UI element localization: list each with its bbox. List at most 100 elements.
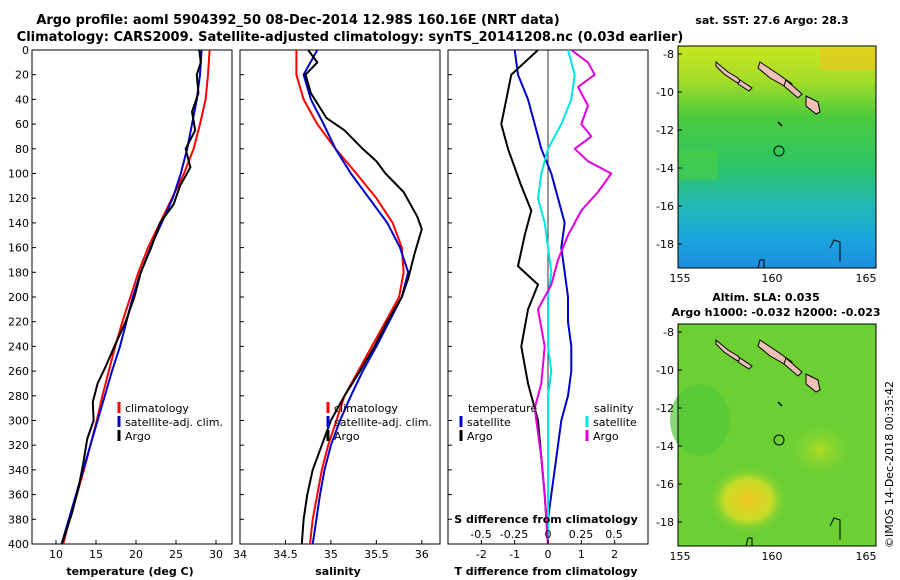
island-shape (805, 95, 821, 115)
sst-warm-patch (820, 48, 876, 70)
sst-map-frame (677, 45, 877, 269)
s-tick-label: 0.5 (605, 528, 623, 541)
salinity-panel: 34 34.5 35 35.5 36 climatology satellite-adj… (233, 49, 441, 578)
y-tick-label: 120 (8, 192, 29, 205)
sst-islands (715, 60, 841, 269)
salinity-axis-label: salinity (315, 565, 361, 578)
x-tick-label: 1 (578, 548, 585, 561)
legend-label-satellite: satellite-adj. clim. (334, 416, 432, 429)
sst-map: sat. SST: 27.6 Argo: 28.3 155 160 165 -8 -10… (656, 14, 877, 285)
island-shape (777, 121, 783, 127)
map-x-tick-label: 165 (856, 272, 877, 285)
map-y-tick-label: -14 (656, 440, 674, 453)
x-tick-label: 35 (324, 548, 338, 561)
map-y-tick-label: -16 (656, 478, 674, 491)
map-y-tick-label: -10 (656, 364, 674, 377)
map-y-tick-label: -8 (663, 48, 674, 61)
x-tick-label: 36 (415, 548, 429, 561)
sla-high-anomaly (708, 466, 788, 534)
y-tick-label: 180 (8, 266, 29, 279)
coast-line (745, 537, 753, 547)
legend-label-climatology: climatology (334, 402, 398, 415)
map-y-tick-label: -8 (663, 326, 674, 339)
s-difference-axis-label: S difference from climatology (454, 513, 638, 526)
sla-map-title: Altim. SLA: 0.035 (712, 291, 819, 304)
coast-line (829, 517, 841, 540)
map-y-tick-label: -12 (656, 124, 674, 137)
island-shape (777, 401, 783, 407)
series-line-satellite-adj-clim- (302, 49, 410, 545)
x-tick-label: 20 (129, 548, 143, 561)
legend-label-argo: Argo (125, 430, 151, 443)
island-shape (783, 357, 803, 377)
y-tick-label: 0 (22, 44, 29, 57)
map-y-tick-label: -14 (656, 162, 674, 175)
difference-legend: temperature satellite Argo salinity sate… (459, 402, 637, 443)
island-shape (805, 373, 821, 393)
map-x-tick-label: 165 (856, 550, 877, 563)
legend-label-climatology: climatology (125, 402, 189, 415)
figure-subtitle: Climatology: CARS2009. Satellite-adjuste… (17, 30, 684, 45)
temperature-axis-label: temperature (deg C) (66, 565, 193, 578)
legend-label-t-argo: Argo (467, 430, 493, 443)
x-tick-label: 25 (169, 548, 183, 561)
y-tick-label: 160 (8, 242, 29, 255)
x-tick-label: 10 (49, 548, 63, 561)
s-tick-label: -0.5 (470, 528, 491, 541)
island-shape (783, 79, 803, 99)
legend-label-argo: Argo (334, 430, 360, 443)
sla-map: Altim. SLA: 0.035 Argo h1000: -0.032 h20… (656, 291, 881, 563)
series-line-argo (300, 49, 423, 545)
y-tick-label: 340 (8, 464, 29, 477)
y-tick-label: 400 (8, 538, 29, 551)
s-tick-label: 0.25 (569, 528, 594, 541)
series-line-climatology (62, 49, 211, 545)
difference-panel: -2 -1 0 1 2 -0.5 -0.25 0 0.25 0.5 temperature sat… (447, 49, 649, 578)
y-tick-label: 60 (15, 118, 29, 131)
sst-patch (678, 150, 718, 180)
y-tick-label: 240 (8, 340, 29, 353)
map-x-tick-label: 160 (762, 272, 783, 285)
y-tick-label: 320 (8, 439, 29, 452)
coast-line (757, 259, 765, 269)
sla-map-subtitle: Argo h1000: -0.032 h2000: -0.023 (671, 306, 880, 319)
legend-label-s-satellite: satellite (593, 416, 637, 429)
imos-credit: ©IMOS 14-Dec-2018 00:35:42 (883, 381, 896, 548)
y-tick-label: 260 (8, 365, 29, 378)
y-tick-label: 40 (15, 93, 29, 106)
salinity-legend: climatology satellite-adj. clim. Argo (326, 402, 432, 443)
y-tick-label: 280 (8, 390, 29, 403)
argo-location-marker (773, 145, 785, 157)
y-tick-label: 300 (8, 415, 29, 428)
map-x-tick-label: 155 (670, 550, 691, 563)
sla-low-anomaly (670, 384, 730, 456)
island-shape (737, 357, 753, 370)
map-x-tick-label: 155 (670, 272, 691, 285)
series-line-salinity-argo (533, 49, 613, 545)
s-tick-label: -0.25 (500, 528, 528, 541)
x-tick-label: 34 (233, 548, 247, 561)
map-y-tick-label: -18 (656, 516, 674, 529)
coast-line (829, 239, 841, 262)
x-tick-label: -1 (509, 548, 520, 561)
x-tick-label: 35.5 (364, 548, 389, 561)
salinity-plot-frame (239, 49, 441, 545)
series-line-salinity-satellite (537, 49, 576, 544)
legend-label-t-satellite: satellite (467, 416, 511, 429)
legend-label-s-argo: Argo (593, 430, 619, 443)
map-y-tick-label: -12 (656, 402, 674, 415)
x-tick-label: 30 (209, 548, 223, 561)
legend-title-temperature: temperature (468, 402, 537, 415)
temperature-panel: 0 20 40 60 80 100 120 140 160 180 200 220 240 260 280 3… (8, 44, 233, 578)
y-tick-label: 220 (8, 316, 29, 329)
x-tick-label: -2 (476, 548, 487, 561)
argo-location-marker (773, 434, 785, 446)
series-line-climatology (295, 50, 405, 545)
x-tick-label: 34.5 (273, 548, 298, 561)
temperature-legend: climatology satellite-adj. clim. Argo (117, 402, 223, 443)
x-tick-label: 0 (545, 548, 552, 561)
y-tick-label: 100 (8, 168, 29, 181)
x-tick-label: 2 (611, 548, 618, 561)
series-line-temperature-argo (500, 49, 549, 545)
